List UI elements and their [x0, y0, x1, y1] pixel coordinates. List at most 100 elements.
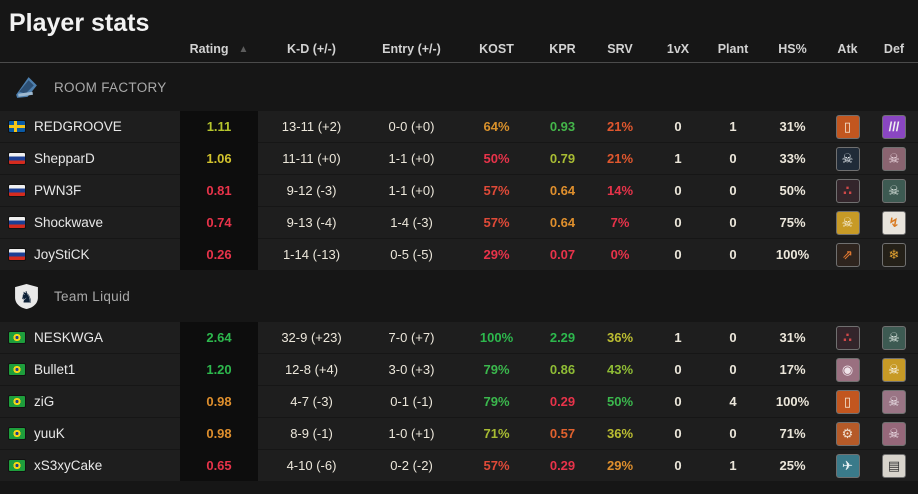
- player-name[interactable]: ShepparD: [34, 151, 95, 166]
- flag-icon: [9, 364, 25, 375]
- flag-icon: [9, 332, 25, 343]
- table-header-row: Rating ▲ K-D (+/-) Entry (+/-) KOST KPR …: [0, 36, 918, 63]
- sort-ascending-icon[interactable]: ▲: [238, 43, 249, 55]
- team-logo-icon: [16, 76, 37, 98]
- column-header-kpr[interactable]: KPR: [549, 42, 576, 56]
- player-row[interactable]: yuuK 0.98 8-9 (-1) 1-0 (+1) 71% 0.57 36%…: [0, 418, 918, 449]
- plant-value: 0: [706, 239, 760, 270]
- player-row[interactable]: REDGROOVE 1.11 13-11 (+2) 0-0 (+0) 64% 0…: [0, 111, 918, 142]
- column-header-kost[interactable]: KOST: [479, 42, 514, 56]
- player-name[interactable]: xS3xyCake: [34, 458, 103, 473]
- player-name[interactable]: REDGROOVE: [34, 119, 122, 134]
- flag-icon: [9, 460, 25, 471]
- kpr-value: 0.64: [535, 207, 590, 238]
- player-name[interactable]: JoyStiCK: [34, 247, 90, 262]
- column-header-plant[interactable]: Plant: [717, 42, 749, 56]
- kost-value: 29%: [458, 239, 535, 270]
- player-name[interactable]: ziG: [34, 394, 55, 409]
- onevx-value: 1: [650, 143, 706, 174]
- kpr-value: 0.29: [535, 450, 590, 481]
- entry-value: 3-0 (+3): [365, 354, 458, 385]
- rating-value: 2.64: [206, 330, 232, 345]
- kost-value: 57%: [458, 175, 535, 206]
- team-name[interactable]: Team Liquid: [54, 288, 131, 304]
- kd-value: 9-12 (-3): [258, 175, 365, 206]
- column-header-rating[interactable]: Rating ▲: [180, 42, 258, 56]
- kpr-value: 0.64: [535, 175, 590, 206]
- kost-value: 57%: [458, 450, 535, 481]
- player-row[interactable]: Bullet1 1.20 12-8 (+4) 3-0 (+3) 79% 0.86…: [0, 354, 918, 385]
- def-operator-icon: ☠: [882, 389, 906, 414]
- rating-value: 0.74: [206, 215, 232, 230]
- atk-operator-icon: ∴: [835, 325, 860, 350]
- rating-value: 0.81: [206, 183, 232, 198]
- srv-value: 7%: [590, 207, 650, 238]
- plant-value: 1: [706, 111, 760, 142]
- team-name[interactable]: ROOM FACTORY: [54, 79, 167, 95]
- kd-value: 13-11 (+2): [258, 111, 365, 142]
- team-header: ♞ Team Liquid: [0, 270, 918, 322]
- atk-operator-icon: ▯: [835, 389, 860, 414]
- onevx-value: 0: [650, 175, 706, 206]
- column-header-1vx[interactable]: 1vX: [666, 42, 690, 56]
- kd-value: 4-7 (-3): [258, 386, 365, 417]
- team-section: ♞ Team Liquid NESKWGA 2.64 32-9 (+23) 7-…: [0, 270, 918, 481]
- player-row[interactable]: JoyStiCK 0.26 1-14 (-13) 0-5 (-5) 29% 0.…: [0, 239, 918, 270]
- onevx-value: 1: [650, 322, 706, 353]
- flag-icon: [9, 428, 25, 439]
- kost-value: 50%: [458, 143, 535, 174]
- kost-value: 71%: [458, 418, 535, 449]
- column-header-kd[interactable]: K-D (+/-): [287, 42, 336, 56]
- hs-value: 17%: [760, 354, 825, 385]
- kpr-value: 0.79: [535, 143, 590, 174]
- srv-value: 36%: [590, 418, 650, 449]
- team-logo-icon: ♞: [15, 283, 38, 309]
- onevx-value: 0: [650, 207, 706, 238]
- player-name[interactable]: yuuK: [34, 426, 65, 441]
- player-row[interactable]: xS3xyCake 0.65 4-10 (-6) 0-2 (-2) 57% 0.…: [0, 450, 918, 481]
- player-name[interactable]: NESKWGA: [34, 330, 104, 345]
- player-name[interactable]: PWN3F: [34, 183, 82, 198]
- column-header-def[interactable]: Def: [883, 42, 905, 56]
- plant-value: 4: [706, 386, 760, 417]
- plant-value: 0: [706, 418, 760, 449]
- flag-icon: [9, 249, 25, 260]
- kost-value: 64%: [458, 111, 535, 142]
- atk-operator-icon: ⚙: [835, 421, 860, 446]
- entry-value: 7-0 (+7): [365, 322, 458, 353]
- atk-operator-icon: ⇗: [835, 242, 860, 267]
- player-row[interactable]: ShepparD 1.06 11-11 (+0) 1-1 (+0) 50% 0.…: [0, 143, 918, 174]
- plant-value: 0: [706, 175, 760, 206]
- def-operator-icon: ▤: [882, 453, 906, 478]
- kd-value: 11-11 (+0): [258, 143, 365, 174]
- kpr-value: 0.07: [535, 239, 590, 270]
- onevx-value: 0: [650, 418, 706, 449]
- player-row[interactable]: NESKWGA 2.64 32-9 (+23) 7-0 (+7) 100% 2.…: [0, 322, 918, 353]
- column-header-srv[interactable]: SRV: [607, 42, 633, 56]
- player-name[interactable]: Shockwave: [34, 215, 104, 230]
- svg-text:♞: ♞: [20, 289, 34, 306]
- column-header-entry[interactable]: Entry (+/-): [382, 42, 441, 56]
- rating-value: 1.20: [206, 362, 232, 377]
- atk-operator-icon: ◉: [835, 357, 860, 382]
- kost-value: 79%: [458, 354, 535, 385]
- player-row[interactable]: Shockwave 0.74 9-13 (-4) 1-4 (-3) 57% 0.…: [0, 207, 918, 238]
- team-section: ROOM FACTORY REDGROOVE 1.11 13-11 (+2) 0…: [0, 63, 918, 270]
- column-header-atk[interactable]: Atk: [837, 42, 858, 56]
- onevx-value: 0: [650, 450, 706, 481]
- player-row[interactable]: PWN3F 0.81 9-12 (-3) 1-1 (+0) 57% 0.64 1…: [0, 175, 918, 206]
- plant-value: 0: [706, 322, 760, 353]
- player-name[interactable]: Bullet1: [34, 362, 76, 377]
- srv-value: 21%: [590, 143, 650, 174]
- kd-value: 8-9 (-1): [258, 418, 365, 449]
- hs-value: 100%: [760, 239, 825, 270]
- def-operator-icon: ☠: [882, 421, 906, 446]
- flag-icon: [9, 396, 25, 407]
- entry-value: 1-4 (-3): [365, 207, 458, 238]
- column-header-hs[interactable]: HS%: [778, 42, 807, 56]
- srv-value: 36%: [590, 322, 650, 353]
- flag-icon: [9, 185, 25, 196]
- plant-value: 1: [706, 450, 760, 481]
- atk-operator-icon: ✈: [835, 453, 860, 478]
- player-row[interactable]: ziG 0.98 4-7 (-3) 0-1 (-1) 79% 0.29 50% …: [0, 386, 918, 417]
